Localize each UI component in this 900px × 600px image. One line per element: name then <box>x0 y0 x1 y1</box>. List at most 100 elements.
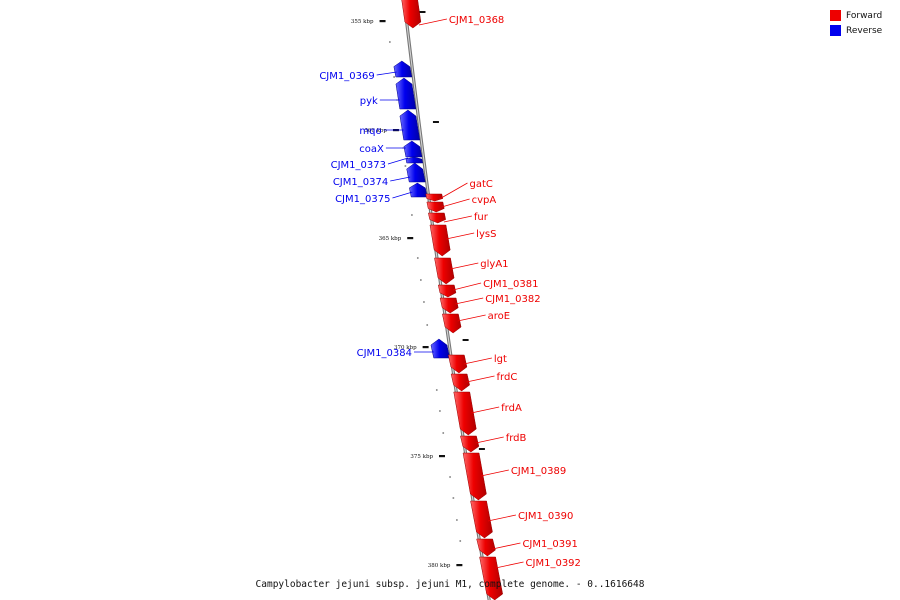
gene-label-cjm1-0392[interactable]: CJM1_0392 <box>526 558 581 569</box>
legend-label-forward: Forward <box>846 10 883 21</box>
gene-glyph-cvpa[interactable] <box>426 201 445 213</box>
label-connector <box>492 542 521 550</box>
label-connector <box>392 191 413 199</box>
gene-label-frda[interactable]: frdA <box>501 403 522 414</box>
gene-glyph-lyss[interactable] <box>429 224 451 257</box>
gene-label-cjm1-0368[interactable]: CJM1_0368 <box>449 15 504 26</box>
minor-tick <box>439 410 441 412</box>
position-marker-label: 375 kbp <box>410 454 433 460</box>
label-connector <box>439 182 468 200</box>
gene-label-coax[interactable]: coaX <box>359 144 384 155</box>
gene-glyph-pyk[interactable] <box>395 77 417 110</box>
position-tick <box>438 455 445 458</box>
gene-label-cjm1-0369[interactable]: CJM1_0369 <box>319 71 374 82</box>
gene-glyph-mqo[interactable] <box>399 109 421 141</box>
label-connector <box>443 215 472 223</box>
position-tick <box>456 564 463 567</box>
gene-label-cjm1-0382[interactable]: CJM1_0382 <box>485 294 540 305</box>
gene-glyph-cjm1-0369[interactable] <box>393 60 413 78</box>
label-connector <box>475 436 504 444</box>
gene-glyph-cjm1-0390[interactable] <box>470 500 493 539</box>
position-tick <box>379 20 386 23</box>
gene-glyph-cjm1-0373[interactable] <box>405 156 424 164</box>
legend-item-forward: Forward <box>830 8 892 23</box>
label-connector <box>463 357 492 365</box>
gene-glyph-cjm1-0381[interactable] <box>437 284 457 298</box>
gene-label-pyk[interactable]: pyk <box>360 96 378 107</box>
gene-label-cvpa[interactable]: cvpA <box>472 195 497 206</box>
position-marker-label: 355 kbp <box>351 19 374 25</box>
minor-tick <box>411 214 413 216</box>
gene-glyph-gatc[interactable] <box>425 193 444 202</box>
minor-tick <box>393 76 395 78</box>
position-marker-label: 370 kbp <box>394 345 417 351</box>
gene-label-frdc[interactable]: frdC <box>497 372 518 383</box>
gene-glyph-cjm1-0389[interactable] <box>462 452 487 501</box>
minor-tick <box>456 519 458 521</box>
gene-glyph-frdc[interactable] <box>450 373 470 392</box>
gene-glyph-cjm1-0374[interactable] <box>406 162 426 183</box>
label-connector <box>450 262 479 270</box>
gene-glyph-fur[interactable] <box>428 212 446 224</box>
position-marker-label: 360 kbp <box>364 128 387 134</box>
gene-label-cjm1-0384[interactable]: CJM1_0384 <box>357 348 412 359</box>
minor-tick <box>449 476 451 478</box>
position-tick <box>419 11 426 13</box>
position-tick <box>462 339 469 341</box>
gene-label-glya1[interactable]: glyA1 <box>480 259 508 270</box>
gene-label-frdb[interactable]: frdB <box>506 433 527 444</box>
gene-label-lyss[interactable]: lysS <box>476 229 496 240</box>
reverse-swatch <box>830 25 841 36</box>
label-connector <box>446 232 475 240</box>
gene-glyph-aroe[interactable] <box>442 313 462 334</box>
gene-label-cjm1-0374[interactable]: CJM1_0374 <box>333 177 388 188</box>
gene-glyph-frda[interactable] <box>453 391 477 436</box>
gene-label-fur[interactable]: fur <box>474 212 489 223</box>
gene-label-cjm1-0381[interactable]: CJM1_0381 <box>483 279 538 290</box>
position-tick <box>422 346 429 349</box>
gene-glyph-glya1[interactable] <box>434 257 455 285</box>
gene-label-lgt[interactable]: lgt <box>494 354 507 365</box>
legend: Forward Reverse <box>830 8 892 38</box>
gene-label-cjm1-0390[interactable]: CJM1_0390 <box>518 511 573 522</box>
gene-features <box>393 0 503 600</box>
label-connector <box>471 406 500 414</box>
minor-tick <box>459 540 462 542</box>
label-connector <box>480 469 509 477</box>
gene-glyph-cjm1-0384[interactable] <box>430 338 451 359</box>
position-tick <box>407 237 414 240</box>
gene-label-cjm1-0373[interactable]: CJM1_0373 <box>331 160 386 171</box>
label-connector <box>376 71 397 76</box>
gene-label-aroe[interactable]: aroE <box>488 311 510 322</box>
gene-glyph-lgt[interactable] <box>447 354 468 374</box>
position-tick <box>432 121 439 123</box>
gene-glyph-coax[interactable] <box>403 140 423 158</box>
gene-glyph-cjm1-0368[interactable] <box>401 0 422 29</box>
legend-item-reverse: Reverse <box>830 23 892 38</box>
minor-tick <box>416 257 419 259</box>
gene-label-mqo[interactable]: mqo <box>359 126 381 137</box>
gene-label-gatc[interactable]: gatC <box>469 179 492 190</box>
minor-tick <box>404 165 407 167</box>
gene-label-cjm1-0389[interactable]: CJM1_0389 <box>511 466 566 477</box>
label-connector <box>387 157 409 165</box>
forward-swatch <box>830 10 841 21</box>
genome-caption: Campylobacter jejuni subsp. jejuni M1, c… <box>255 579 645 590</box>
gene-label-cjm1-0391[interactable]: CJM1_0391 <box>522 539 577 550</box>
gene-label-cjm1-0375[interactable]: CJM1_0375 <box>335 194 390 205</box>
minor-tick <box>426 324 429 326</box>
position-marker-label: 380 kbp <box>428 563 451 569</box>
legend-label-reverse: Reverse <box>846 25 883 36</box>
minor-tick <box>389 41 391 43</box>
label-connector <box>455 297 484 305</box>
gene-glyph-cjm1-0375[interactable] <box>409 182 428 198</box>
gene-glyph-frdb[interactable] <box>460 435 480 453</box>
minor-tick <box>452 497 455 499</box>
gene-glyph-cjm1-0382[interactable] <box>439 297 459 314</box>
label-connector <box>487 514 517 522</box>
position-marker-label: 365 kbp <box>379 236 402 242</box>
position-ticks: 355 kbp 360 kbp 365 kbp 370 kbp 375 kbp 380 k… <box>351 11 485 569</box>
minor-tick <box>420 279 422 281</box>
gene-glyph-cjm1-0391[interactable] <box>476 538 496 557</box>
